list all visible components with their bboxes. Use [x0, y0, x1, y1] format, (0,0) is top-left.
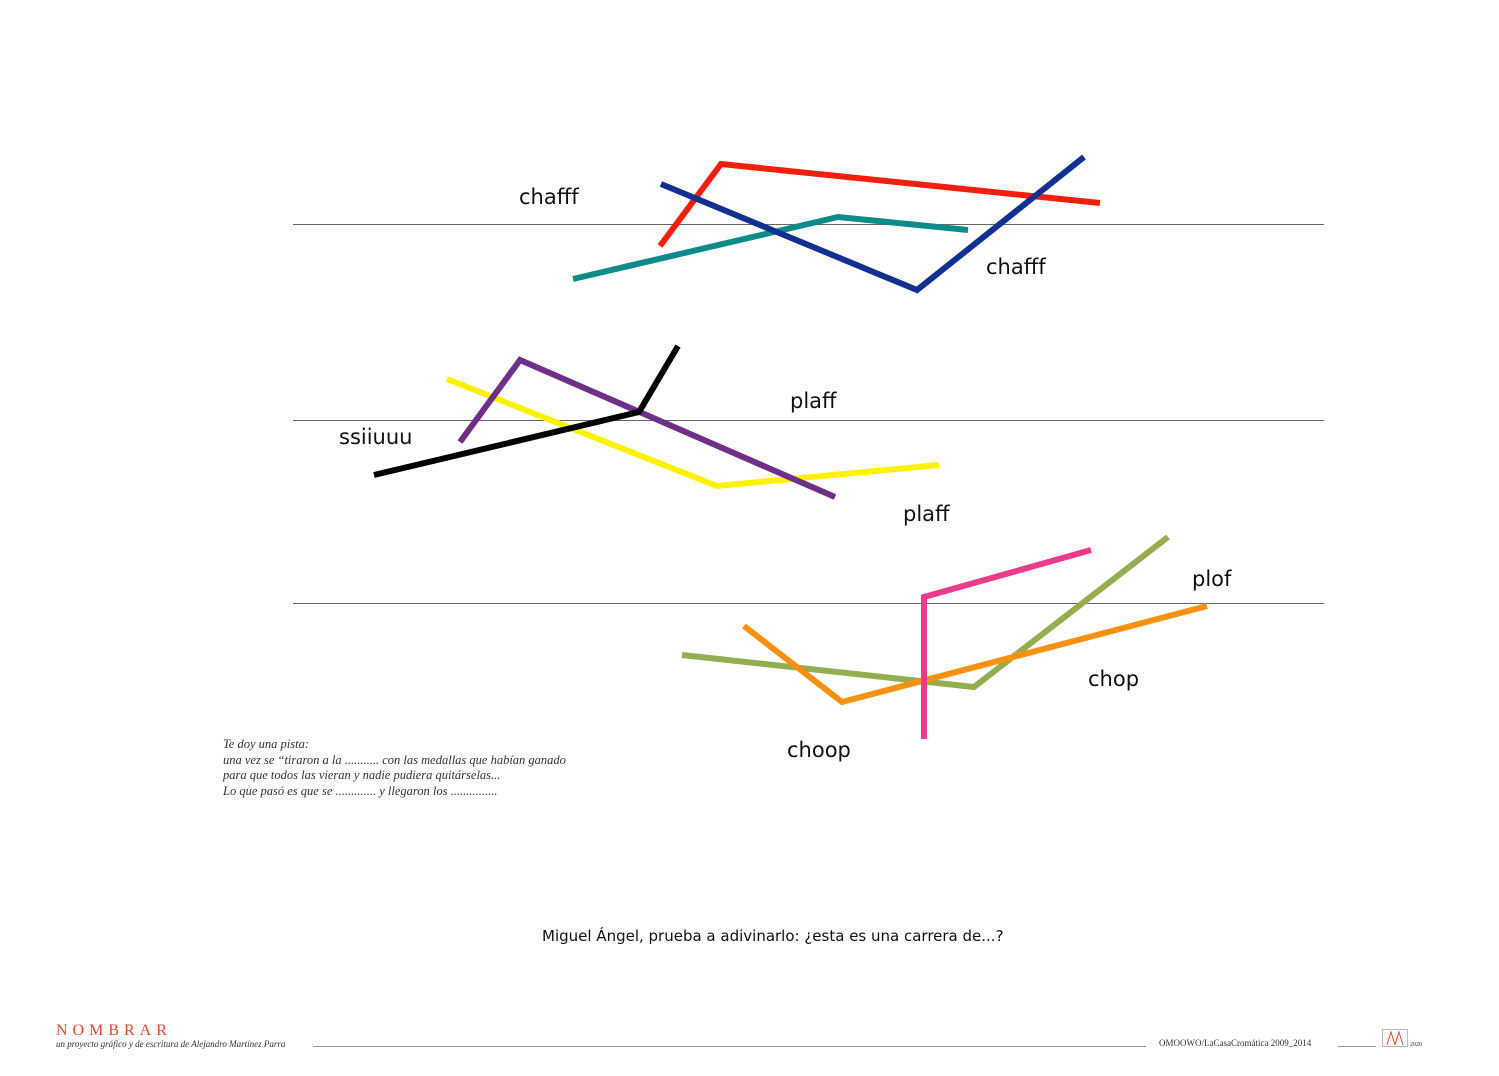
footer-rule-right — [1338, 1046, 1376, 1047]
teal-line — [572, 213, 969, 282]
purple-line — [457, 356, 837, 500]
word-choop: choop — [787, 738, 851, 762]
question-text: Miguel Ángel, prueba a adivinarlo: ¿esta… — [542, 927, 1004, 945]
word-plaff-bottom: plaff — [903, 502, 950, 526]
olive-line — [681, 534, 1170, 691]
red-line — [657, 160, 1101, 248]
hint-line-1: Te doy una pista: — [223, 737, 309, 751]
hint-text: Te doy una pista: una vez se “tiraron a … — [223, 737, 566, 799]
word-plaff-top: plaff — [790, 389, 837, 413]
brand-subtitle: un proyecto gráfico y de escritura de Al… — [56, 1039, 286, 1049]
black-line — [373, 344, 681, 478]
word-chafff-right: chafff — [986, 255, 1046, 279]
orange-line — [742, 603, 1208, 706]
footer-year: 2020 — [1410, 1042, 1422, 1048]
footer-credit: OMOOWO/LaCasaCromática 2009_2014 — [1159, 1038, 1312, 1048]
hint-line-3: para que todos las vieran y nadie pudier… — [223, 768, 501, 782]
pink-line — [921, 547, 1092, 739]
hint-line-4: Lo que pasó es que se ............. y ll… — [223, 783, 498, 798]
logo-icon — [1386, 1030, 1404, 1046]
word-plof: plof — [1192, 567, 1232, 591]
brand-title: NOMBRAR — [56, 1022, 172, 1039]
yellow-line — [445, 376, 940, 490]
footer-rule-left — [313, 1046, 1146, 1047]
word-chafff-top: chafff — [519, 185, 579, 209]
hint-line-2: una vez se “tiraron a la ........... con… — [223, 752, 566, 767]
word-ssiiuuu: ssiiuuu — [339, 425, 413, 449]
logo-mark — [1382, 1029, 1408, 1047]
navy-line — [659, 154, 1086, 294]
word-chop: chop — [1088, 667, 1140, 691]
